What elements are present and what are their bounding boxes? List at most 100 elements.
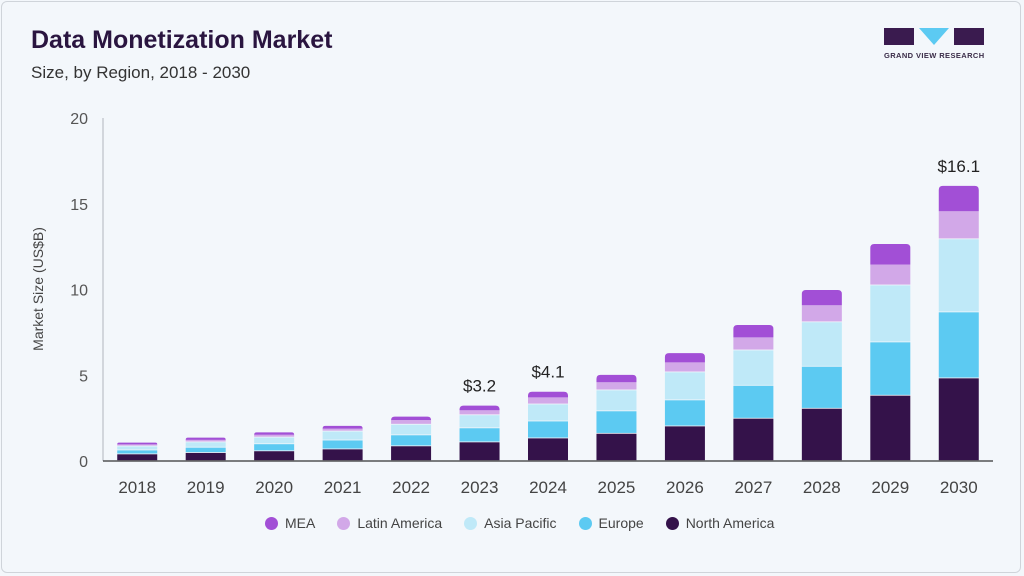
- x-tick-label: 2030: [940, 478, 978, 497]
- bar-segment[interactable]: [664, 426, 705, 461]
- legend-label: MEA: [285, 515, 316, 531]
- bar-stack-2025: [596, 374, 637, 461]
- bar-segment[interactable]: [938, 239, 979, 312]
- bar-segment[interactable]: [391, 435, 432, 446]
- bar-stack-2020: [254, 432, 295, 461]
- x-tick-label: 2028: [803, 478, 841, 497]
- legend-item[interactable]: MEA: [265, 515, 315, 531]
- bar-segment[interactable]: [185, 447, 226, 453]
- bar-segment[interactable]: [254, 434, 295, 437]
- bar-segment[interactable]: [254, 437, 295, 444]
- bar-segment[interactable]: [528, 397, 568, 404]
- x-tick-label: 2022: [392, 478, 430, 497]
- bar-segment[interactable]: [185, 452, 226, 461]
- bar-segment[interactable]: [801, 366, 842, 408]
- y-axis-label: Market Size (US$B): [30, 227, 46, 351]
- bar-segment[interactable]: [870, 395, 911, 461]
- bar-segment[interactable]: [870, 285, 911, 342]
- bar-stack-2028: [801, 290, 842, 461]
- bar-segment[interactable]: [596, 382, 637, 390]
- bar-segment[interactable]: [733, 350, 774, 385]
- legend-item[interactable]: Latin America: [337, 515, 442, 531]
- bar-segment[interactable]: [391, 420, 432, 424]
- bar-segment[interactable]: [870, 264, 911, 285]
- bar-segment[interactable]: [801, 290, 842, 306]
- bar-segment[interactable]: [322, 431, 363, 440]
- x-tick-label: 2025: [598, 478, 636, 497]
- bar-segment[interactable]: [801, 305, 842, 322]
- bar-segment[interactable]: [596, 411, 637, 433]
- chart-title: Data Monetization Market: [31, 26, 333, 54]
- x-tick-label: 2029: [871, 478, 909, 497]
- data-label: $16.1: [937, 157, 980, 176]
- bar-segment[interactable]: [801, 322, 842, 366]
- bar-segment[interactable]: [459, 405, 500, 411]
- bar-segment[interactable]: [117, 446, 158, 450]
- bar-stack-2030: [938, 185, 979, 461]
- bar-segment[interactable]: [870, 244, 911, 265]
- bar-stack-2027: [733, 325, 774, 461]
- bar-segment[interactable]: [117, 442, 158, 445]
- legend-item[interactable]: Asia Pacific: [464, 515, 557, 531]
- bar-segment[interactable]: [391, 446, 432, 461]
- bar-segment[interactable]: [733, 337, 774, 350]
- bar-segment[interactable]: [322, 428, 363, 431]
- legend-label: Latin America: [357, 515, 443, 531]
- bar-segment[interactable]: [254, 444, 295, 451]
- bar-segment[interactable]: [459, 415, 500, 428]
- bar-segment[interactable]: [870, 342, 911, 395]
- bar-segment[interactable]: [938, 378, 979, 461]
- bar-segment[interactable]: [733, 325, 774, 338]
- bar-segment[interactable]: [733, 418, 774, 461]
- bar-segment[interactable]: [254, 432, 295, 435]
- x-tick-label: 2026: [666, 478, 704, 497]
- bar-segment[interactable]: [322, 449, 363, 461]
- bar-segment[interactable]: [459, 410, 500, 415]
- y-tick-label: 5: [79, 368, 88, 385]
- bar-segment[interactable]: [391, 416, 432, 421]
- legend-swatch: [464, 516, 478, 530]
- bar-segment[interactable]: [185, 442, 226, 447]
- bar-segment[interactable]: [391, 424, 432, 435]
- bar-segment[interactable]: [322, 425, 363, 429]
- bar-segment[interactable]: [664, 353, 705, 363]
- legend-label: Asia Pacific: [484, 515, 557, 531]
- bar-segment[interactable]: [528, 421, 568, 438]
- bar-segment[interactable]: [664, 362, 705, 372]
- bar-segment[interactable]: [117, 450, 158, 454]
- bar-stack-2026: [664, 353, 705, 461]
- bar-segment[interactable]: [459, 442, 500, 461]
- bar-segment[interactable]: [322, 440, 363, 449]
- legend-item[interactable]: North America: [665, 515, 775, 531]
- bar-segment[interactable]: [938, 185, 979, 212]
- bar-segment[interactable]: [664, 372, 705, 400]
- bar-segment[interactable]: [596, 433, 637, 461]
- bar-stack-2019: [185, 437, 226, 461]
- x-tick-label: 2019: [187, 478, 225, 497]
- bar-segment[interactable]: [596, 390, 637, 411]
- bar-segment[interactable]: [459, 428, 500, 442]
- bar-segment[interactable]: [938, 211, 979, 239]
- bar-stack-2022: [391, 416, 432, 461]
- y-tick-label: 0: [79, 454, 88, 471]
- bar-segment[interactable]: [185, 437, 226, 440]
- x-tick-label: 2018: [118, 478, 156, 497]
- chart-subtitle: Size, by Region, 2018 - 2030: [31, 63, 251, 82]
- bar-segment[interactable]: [938, 312, 979, 378]
- bar-segment[interactable]: [528, 438, 568, 461]
- bar-segment[interactable]: [254, 451, 295, 461]
- bar-segment[interactable]: [528, 391, 568, 398]
- bar-segment[interactable]: [596, 374, 637, 383]
- bar-segment[interactable]: [117, 444, 158, 446]
- bar-segment[interactable]: [733, 385, 774, 418]
- legend: MEA Latin America Asia Pacific Europe North …: [265, 515, 774, 531]
- grand-view-research-logo: [884, 28, 984, 45]
- bar-segment[interactable]: [801, 408, 842, 461]
- bar-segment[interactable]: [664, 400, 705, 426]
- bar-segment[interactable]: [117, 454, 158, 461]
- bar-segment[interactable]: [185, 439, 226, 442]
- legend-item[interactable]: Europe: [578, 515, 644, 531]
- legend-label: North America: [685, 515, 775, 531]
- bar-segment[interactable]: [528, 404, 568, 421]
